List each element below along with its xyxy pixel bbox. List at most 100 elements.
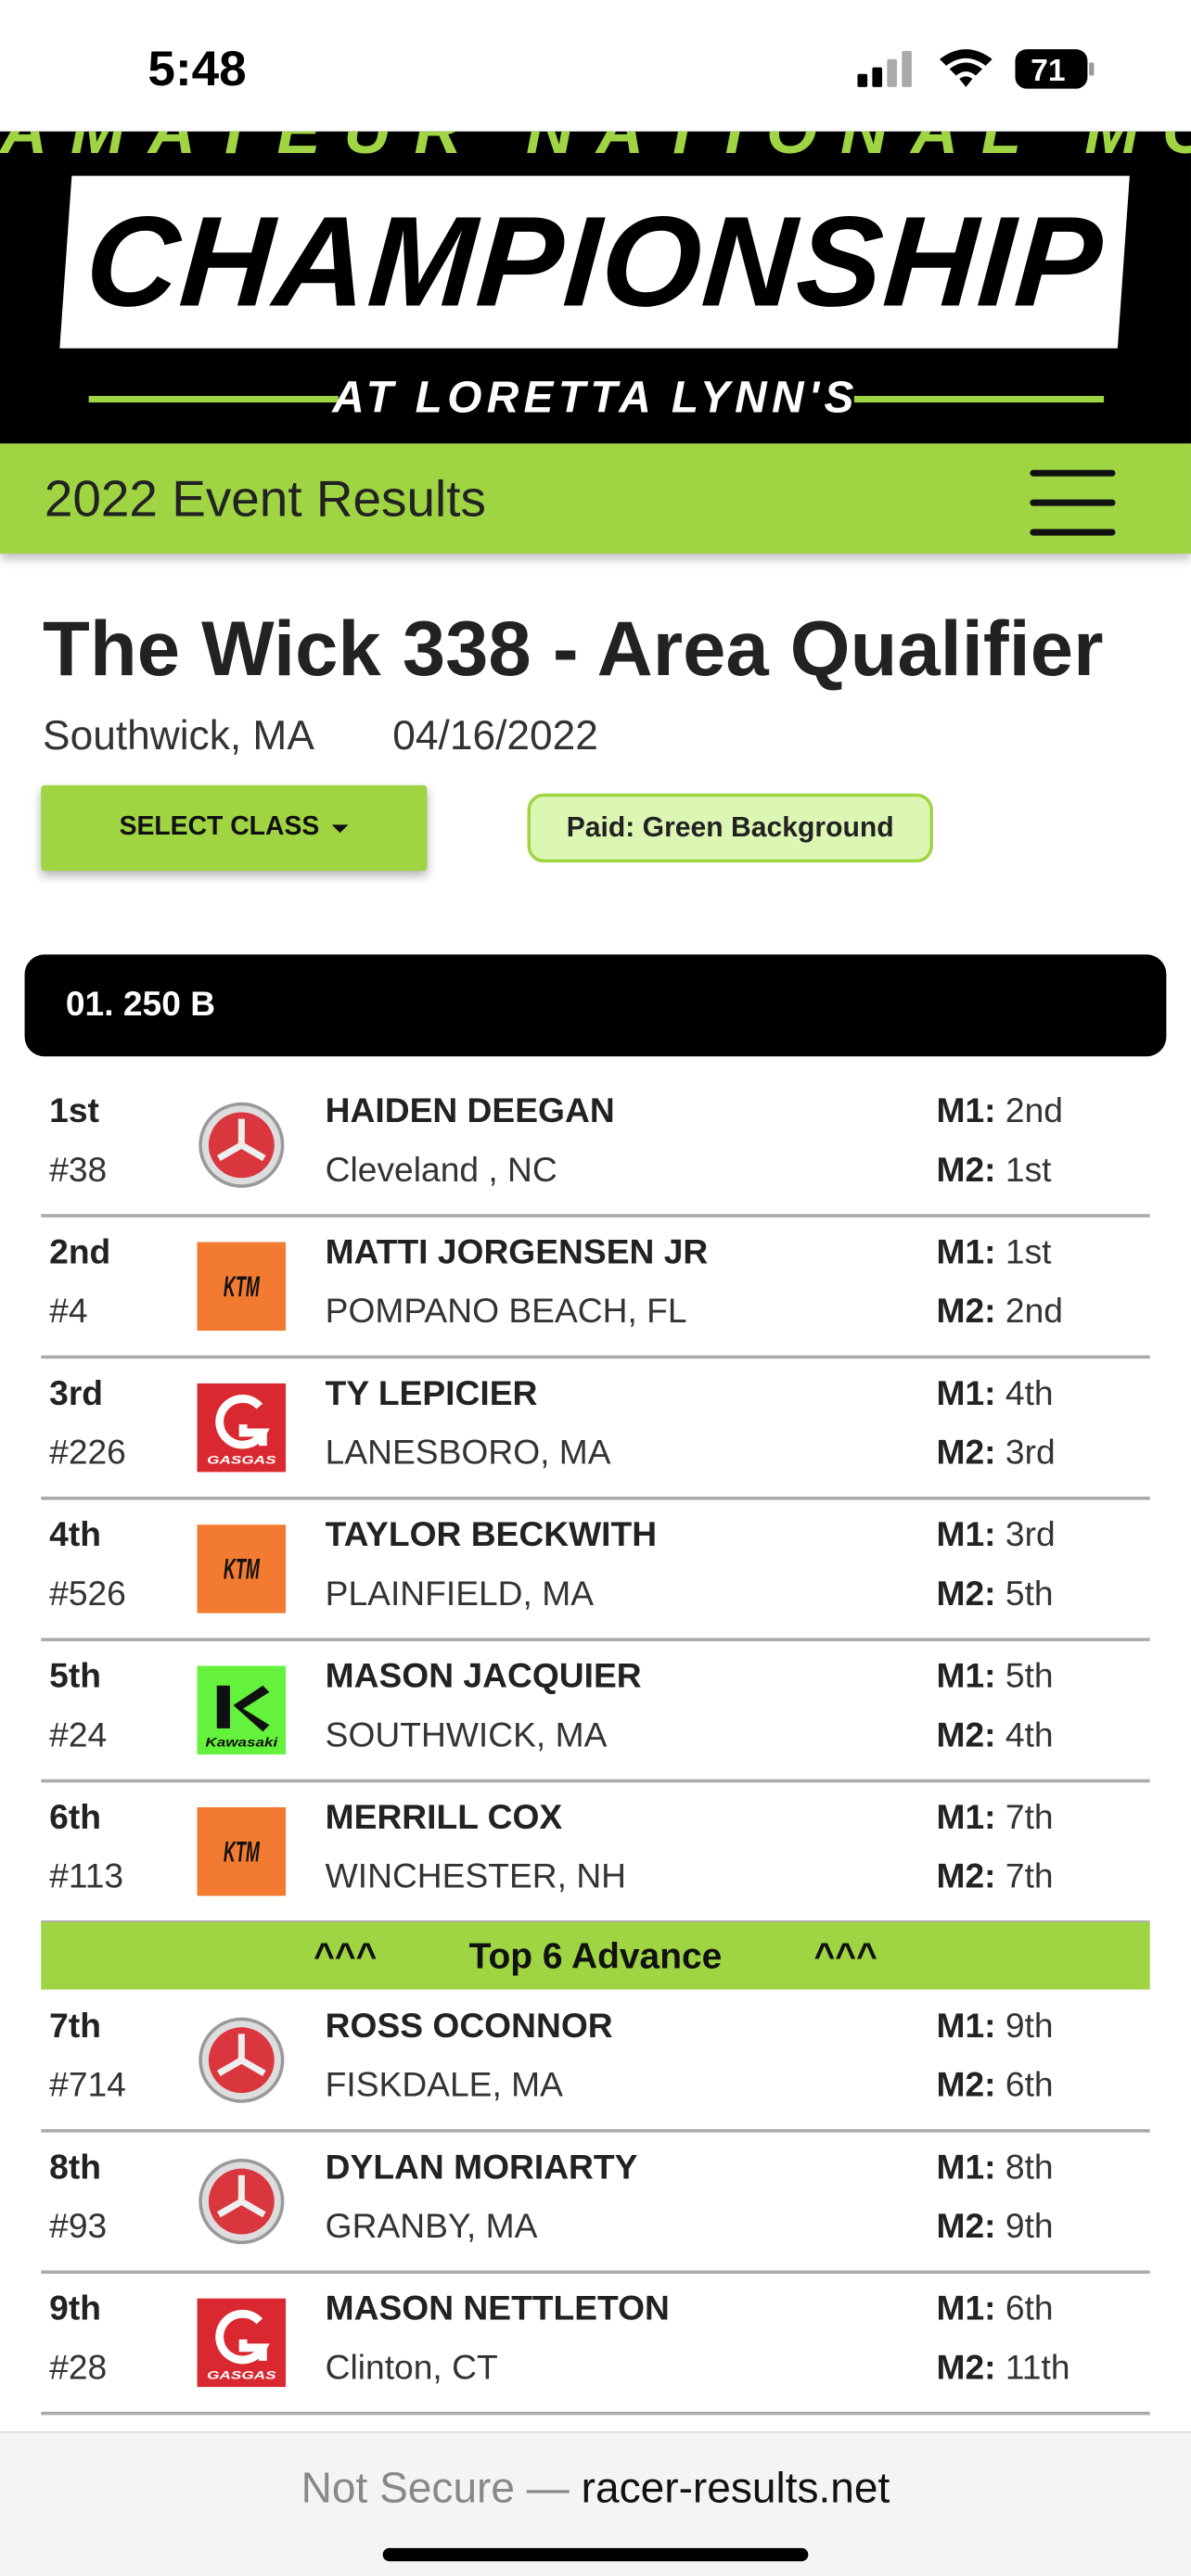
event-title: The Wick 338 - Area Qualifier [43, 604, 1104, 692]
class-header: 01. 250 B [24, 954, 1167, 1057]
result-row[interactable]: 9th #28 GASGAS MASON NETTLETON Clinton, CT M1… [41, 2274, 1150, 2416]
place: 8th [49, 2149, 101, 2187]
rider-name: HAIDEN DEEGAN [325, 1092, 615, 1130]
moto-place: 2nd [1005, 1293, 1063, 1332]
moto-label: M1: [936, 1799, 996, 1837]
rider-name: TY LEPICIER [325, 1374, 538, 1413]
logo-text: Kawasaki [205, 1735, 278, 1750]
bike-number: #28 [49, 2349, 108, 2388]
battery-tip [1089, 62, 1095, 76]
result-row[interactable]: 7th #714 ROSS OCONNOR FISKDALE, MA M1: 9th M2… [41, 1991, 1150, 2133]
moto-result: M2: 5th [936, 1575, 1053, 1615]
url-text: Not Secure — racer-results.net [0, 2463, 1191, 2514]
moto-place: 8th [1005, 2149, 1054, 2187]
yamaha-fork [217, 1141, 244, 1162]
moto-place: 7th [1005, 1799, 1054, 1837]
logo-text: KTM [224, 1552, 261, 1586]
advance-arrows: ^^^ [813, 1934, 877, 1976]
moto-label: M1: [936, 1516, 996, 1555]
hometown: GRANBY, MA [325, 2208, 538, 2246]
result-row[interactable]: 4th #526 KTM TAYLOR BECKWITH PLAINFIELD, MA M… [41, 1500, 1150, 1641]
hometown: PLAINFIELD, MA [325, 1575, 595, 1613]
moto-result: M2: 3rd [936, 1435, 1055, 1474]
bike-number: #38 [49, 1151, 108, 1190]
moto-result: M2: 2nd [936, 1293, 1062, 1333]
moto-result: M1: 7th [936, 1799, 1053, 1839]
brand-logo [198, 2016, 287, 2105]
moto-result: M1: 6th [936, 2290, 1053, 2330]
bike-number: #226 [49, 1434, 126, 1473]
place: 4th [49, 1516, 101, 1555]
url-bar[interactable]: Not Secure — racer-results.net [0, 2431, 1191, 2576]
brand-logo: KTM [197, 1806, 287, 1896]
rider-name: MATTI JORGENSEN JR [325, 1233, 709, 1272]
result-row[interactable]: 2nd #4 KTM MATTI JORGENSEN JR POMPANO BEACH,… [41, 1218, 1150, 1359]
results-list: 1st #38 HAIDEN DEEGAN Cleveland , NC M1: 2nd… [0, 1076, 1191, 2440]
result-row[interactable]: 3rd #226 GASGAS TY LEPICIER LANESBORO, MA M1:… [41, 1358, 1150, 1500]
brand-logo: Kawasaki [197, 1665, 287, 1755]
hometown: WINCHESTER, NH [325, 1857, 627, 1896]
moto-result: M2: 9th [936, 2208, 1053, 2248]
result-row[interactable]: 5th #24 Kawasaki MASON JACQUIER SOUTHWICK, M… [41, 1641, 1150, 1783]
event-location: Southwick, MA [43, 712, 314, 759]
place: 1st [49, 1092, 99, 1130]
banner-title: CHAMPIONSHIP [59, 175, 1130, 349]
moto-result: M2: 4th [936, 1716, 1053, 1756]
battery-level: 71 [1031, 54, 1065, 88]
event-date: 04/16/2022 [392, 712, 598, 759]
logo-text: KTM [224, 1834, 261, 1868]
nav-bar: 2022 Event Results [0, 443, 1191, 555]
hometown: Cleveland , NC [325, 1151, 557, 1190]
yamaha-fork [217, 2199, 244, 2218]
logo-background [197, 1242, 287, 1332]
select-class-button[interactable]: SELECT CLASS [41, 784, 428, 872]
signal-bar [902, 50, 912, 87]
moto-result: M2: 11th [936, 2350, 1069, 2390]
yamaha-disc [208, 2168, 275, 2235]
moto-label: M1: [936, 2149, 996, 2187]
result-row[interactable]: 6th #113 KTM MERRILL COX WINCHESTER, NH M1: 7… [41, 1782, 1150, 1924]
moto-label: M1: [936, 1657, 996, 1696]
moto-result: M2: 7th [936, 1858, 1053, 1898]
moto-label: M2: [936, 1575, 996, 1613]
brand-logo: GASGAS [197, 2298, 287, 2388]
moto-label: M1: [936, 1233, 996, 1272]
moto-place: 3rd [1005, 1516, 1056, 1555]
logo-graphic [198, 2159, 285, 2245]
status-icons: 71 [857, 49, 1095, 89]
moto-result: M2: 1st [936, 1152, 1051, 1192]
bike-number: #4 [49, 1293, 88, 1332]
hometown: LANESBORO, MA [325, 1434, 611, 1473]
menu-button[interactable] [1030, 469, 1116, 536]
moto-label: M2: [936, 1857, 996, 1896]
moto-result: M1: 1st [936, 1234, 1051, 1274]
place: 5th [49, 1657, 101, 1696]
nav-title: 2022 Event Results [44, 469, 486, 528]
moto-place: 4th [1005, 1374, 1054, 1413]
result-row[interactable]: 1st #38 HAIDEN DEEGAN Cleveland , NC M1: 2nd… [41, 1076, 1150, 1218]
place: 3rd [49, 1374, 104, 1413]
logo-text: GASGAS [207, 2368, 276, 2381]
wifi-icon [940, 49, 992, 87]
moto-result: M1: 2nd [936, 1092, 1062, 1132]
result-row[interactable]: 8th #93 DYLAN MORIARTY GRANBY, MA M1: 8th M2:… [41, 2133, 1150, 2275]
logo-text: GASGAS [207, 1454, 276, 1467]
paid-note: Paid: Green Background [527, 793, 933, 863]
logo-graphic [198, 1102, 285, 1188]
rider-name: TAYLOR BECKWITH [325, 1516, 658, 1555]
signal-bar [872, 67, 883, 87]
moto-result: M1: 5th [936, 1658, 1053, 1698]
rider-name: MERRILL COX [325, 1799, 563, 1837]
brand-logo: KTM [197, 1524, 287, 1613]
moto-place: 6th [1005, 2066, 1054, 2105]
rider-name: MASON NETTLETON [325, 2289, 670, 2328]
button-label: SELECT CLASS [119, 812, 320, 842]
yamaha-fork [239, 2199, 266, 2218]
yamaha-fork [239, 1141, 266, 1162]
moto-place: 9th [1005, 2208, 1054, 2246]
caret [332, 823, 350, 833]
banner: AMATEUR NATIONAL MOTOCROSS CHAMPIONSHIP … [0, 131, 1191, 444]
moto-result: M1: 3rd [936, 1516, 1055, 1556]
